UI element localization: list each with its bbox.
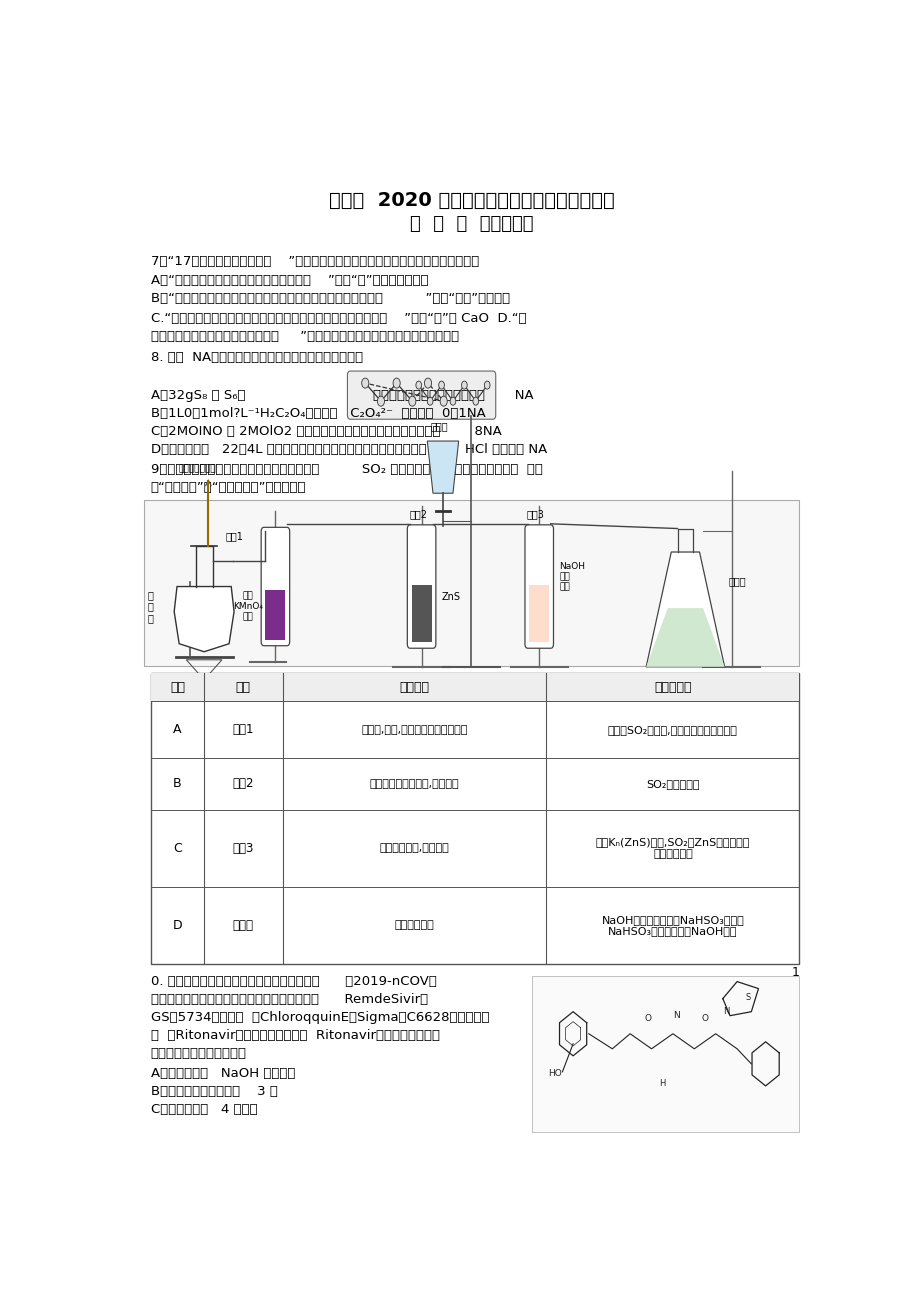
Text: 关于利托那韦说法正确的是: 关于利托那韦说法正确的是 xyxy=(151,1046,246,1059)
Circle shape xyxy=(472,397,478,405)
Text: 仪器: 仪器 xyxy=(235,680,251,693)
Text: N: N xyxy=(673,1011,679,1020)
Text: 现象预测: 现象预测 xyxy=(399,680,429,693)
Text: O: O xyxy=(701,1014,708,1023)
Text: 1: 1 xyxy=(790,966,799,979)
Bar xyxy=(151,674,799,964)
Text: C．2MOINO 与 2MOlO2 在密闭容器中充分反应，转移的电子数为        8NA: C．2MOINO 与 2MOlO2 在密闭容器中充分反应，转移的电子数为 8NA xyxy=(151,425,501,438)
Bar xyxy=(143,500,799,666)
Text: C．结构中含有   4 个甲基: C．结构中含有 4 个甲基 xyxy=(151,1104,257,1115)
Text: N: N xyxy=(722,1007,729,1016)
Text: B: B xyxy=(173,778,182,791)
Text: 锥形瓶: 锥形瓶 xyxy=(233,919,254,932)
Circle shape xyxy=(361,378,369,388)
FancyBboxPatch shape xyxy=(525,525,553,648)
Text: 注入稀硫酸后,没有现象: 注入稀硫酸后,没有现象 xyxy=(380,843,448,853)
Text: S: S xyxy=(744,993,750,1002)
Text: HO: HO xyxy=(548,1070,562,1079)
Text: 稀硫酸: 稀硫酸 xyxy=(430,421,448,431)
Text: C.“凡石灰经火燚，火力到后，烧酥石性，置于风中久自吹化成粉    ”中的“粉”为 CaO  D.“凡: C.“凡石灰经火燚，火力到后，烧酥石性，置于风中久自吹化成粉 ”中的“粉”为 C… xyxy=(151,313,526,326)
Polygon shape xyxy=(426,440,459,494)
Text: 0. 科学家发现了在细胞层面上对新型冠状病毒      （2019-nCOV）: 0. 科学家发现了在细胞层面上对新型冠状病毒 （2019-nCOV） xyxy=(151,975,436,988)
Text: ZnS: ZnS xyxy=(441,592,460,602)
Text: SO₂具有还原性: SO₂具有还原性 xyxy=(645,779,699,788)
FancyBboxPatch shape xyxy=(407,525,436,648)
Text: A: A xyxy=(173,723,181,736)
Text: 试管1: 试管1 xyxy=(233,723,254,736)
Text: D: D xyxy=(173,919,182,932)
Text: O: O xyxy=(644,1014,651,1023)
Text: 8. 已知  NA是阿伏加德罗常数的值，下列说法正确的是: 8. 已知 NA是阿伏加德罗常数的值，下列说法正确的是 xyxy=(151,351,362,364)
Text: 由于Kₙ(ZnS)太小,SO₂与ZnS在注入稀硫
酸后仍不反应: 由于Kₙ(ZnS)太小,SO₂与ZnS在注入稀硫 酸后仍不反应 xyxy=(596,838,749,859)
Text: D．标准状况下   22．4L 氯气与甲烷的混合气体，光照时充分反应生成         HCl 分子数为 NA: D．标准状况下 22．4L 氯气与甲烷的混合气体，光照时充分反应生成 HCl 分… xyxy=(151,443,546,456)
Text: 理  科  综  合化学部分: 理 科 综 合化学部分 xyxy=(409,215,533,232)
Text: 可上下移动铜丝: 可上下移动铜丝 xyxy=(178,465,216,474)
Text: A．“凡铁分生熟，出炉未炒则生，既炒则熟    ”中的“炒”为氧化除碳过程: A．“凡铁分生熟，出炉未炒则生，既炒则熟 ”中的“炒”为氧化除碳过程 xyxy=(151,274,428,287)
Bar xyxy=(528,585,549,642)
Text: 选项: 选项 xyxy=(170,680,185,693)
Text: 列“现象预测”与“解释或结论”均正确的是: 列“现象预测”与“解释或结论”均正确的是 xyxy=(151,481,306,494)
Bar xyxy=(266,590,285,640)
Circle shape xyxy=(449,397,455,405)
Text: 试管2: 试管2 xyxy=(233,778,254,791)
Text: B．苯环上一氯取代物有    3 种: B．苯环上一氯取代物有 3 种 xyxy=(151,1085,278,1098)
Text: 韦  （Ritonavir）。其中利托那韦（  Ritonavir）的结构如下图，: 韦 （Ritonavir）。其中利托那韦（ Ritonavir）的结构如下图， xyxy=(151,1029,439,1042)
Text: NaOH
酚酞
溶液: NaOH 酚酞 溶液 xyxy=(559,562,584,592)
Polygon shape xyxy=(645,609,724,667)
Text: 锥形瓶: 锥形瓶 xyxy=(728,576,745,586)
Text: 7．“17世纪中国工艺百科全书    ”《天工开物》为明代宋应星所著。下列说法错误的是: 7．“17世纪中国工艺百科全书 ”《天工开物》为明代宋应星所著。下列说法错误的是 xyxy=(151,255,479,268)
Text: 试管1: 试管1 xyxy=(225,532,244,541)
Text: B．“凡铜出炉只有赤铜，以倭铅（锌的古称）参和，转色为黄铜          ”中的“黄铜”为锌铜金: B．“凡铜出炉只有赤铜，以倭铅（锌的古称）参和，转色为黄铜 ”中的“黄铜”为锌铜… xyxy=(151,292,509,305)
Text: 紫红色溶液由深变浅,直至褪色: 紫红色溶液由深变浅,直至褪色 xyxy=(369,779,459,788)
Circle shape xyxy=(408,396,415,407)
Text: 有较好抑制作用的药物：雷米迪维或伦地西韦（      RemdeSivir，: 有较好抑制作用的药物：雷米迪维或伦地西韦（ RemdeSivir， xyxy=(151,993,427,1006)
Circle shape xyxy=(438,380,444,390)
Text: 9．某学习小组用下列装置完成了探究浓硫酸和          SO₂ 性质的实验（部分夹持装置已省略）  ，下: 9．某学习小组用下列装置完成了探究浓硫酸和 SO₂ 性质的实验（部分夹持装置已省… xyxy=(151,463,542,476)
Polygon shape xyxy=(174,586,233,652)
Text: A．32gS₈ 与 S₆（                              ）的混合物中所含共价键数目为       NA: A．32gS₈ 与 S₆（ ）的混合物中所含共价键数目为 NA xyxy=(151,388,533,401)
Text: B．1L0．1mol?L⁻¹H₂C₂O₄溶液中含   C₂O₄²⁻  离子数为  0．1NA: B．1L0．1mol?L⁻¹H₂C₂O₄溶液中含 C₂O₄²⁻ 离子数为 0．1… xyxy=(151,407,485,420)
Circle shape xyxy=(483,380,490,390)
Circle shape xyxy=(415,380,421,390)
Bar xyxy=(531,976,799,1131)
Text: 试管3: 试管3 xyxy=(527,508,544,519)
Text: 江西省  2020 届高三毕业班新课程教学质量监测: 江西省 2020 届高三毕业班新课程教学质量监测 xyxy=(328,192,614,210)
Bar xyxy=(411,585,431,642)
Circle shape xyxy=(377,396,384,407)
Text: 解释或结论: 解释或结论 xyxy=(653,680,691,693)
Circle shape xyxy=(461,380,467,390)
Circle shape xyxy=(424,378,431,388)
Bar xyxy=(151,674,799,701)
Circle shape xyxy=(439,396,447,407)
Text: H: H xyxy=(658,1079,664,1088)
Text: GS－5734）、氯喹  （ChloroqquinE，Sigma－C6628）、利托那: GS－5734）、氯喹 （ChloroqquinE，Sigma－C6628）、利… xyxy=(151,1011,489,1024)
Text: 试管3: 试管3 xyxy=(233,842,254,855)
FancyBboxPatch shape xyxy=(261,528,289,646)
Text: 酸雾是SO₂所形成,白色固体是硫酸铜晶体: 酸雾是SO₂所形成,白色固体是硫酸铜晶体 xyxy=(607,724,737,735)
Text: 酸性
KMnO₄
溶液: 酸性 KMnO₄ 溶液 xyxy=(233,592,263,622)
Text: A．能与盐酸或   NaOH 溶液反应: A．能与盐酸或 NaOH 溶液反应 xyxy=(151,1067,295,1080)
Polygon shape xyxy=(645,552,724,667)
Circle shape xyxy=(426,397,433,405)
Text: C: C xyxy=(173,842,182,855)
Text: 松烟造墨，入水久浸，以浮沉分清恣     ”，是指炭因颗粒大小及表面积的不同而浮沉: 松烟造墨，入水久浸，以浮沉分清恣 ”，是指炭因颗粒大小及表面积的不同而浮沉 xyxy=(151,331,459,344)
Text: NaOH溶液完全转化为NaHSO₃溶液、
NaHSO₃溶液碱性小于NaOH溶液: NaOH溶液完全转化为NaHSO₃溶液、 NaHSO₃溶液碱性小于NaOH溶液 xyxy=(601,915,743,937)
Text: 试管2: 试管2 xyxy=(409,508,426,519)
Text: 浓
硫
酸: 浓 硫 酸 xyxy=(148,590,153,623)
Circle shape xyxy=(392,378,400,388)
FancyBboxPatch shape xyxy=(347,371,495,420)
Text: 有气泡,酸雾,溶液中有白色固体出现: 有气泡,酸雾,溶液中有白色固体出现 xyxy=(361,724,467,735)
Text: 溶液红色变浅: 溶液红色变浅 xyxy=(394,920,434,930)
